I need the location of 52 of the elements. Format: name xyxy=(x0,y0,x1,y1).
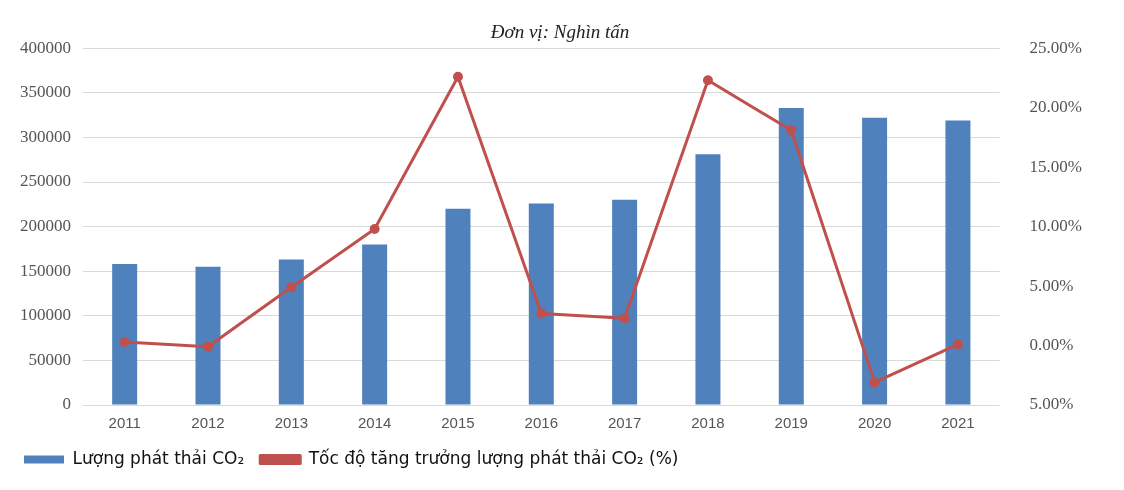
y-tick-label: 400000 xyxy=(20,37,71,57)
x-tick-label: 2013 xyxy=(274,414,308,432)
bar xyxy=(612,199,638,405)
bar xyxy=(945,120,971,405)
bar xyxy=(362,244,388,405)
y2-tick-label: 5.00% xyxy=(1029,275,1074,295)
x-tick-label: 2020 xyxy=(857,414,892,432)
x-tick-label: 2018 xyxy=(691,414,725,432)
bar xyxy=(278,259,304,405)
bar xyxy=(862,117,888,405)
point xyxy=(286,282,297,293)
point xyxy=(786,125,797,136)
x-tick-label: 2019 xyxy=(774,414,808,432)
legend-label: Tốc độ tăng trưởng lượng phát thải CO₂ (%) xyxy=(307,447,679,468)
y2-tick-label: 0.00% xyxy=(1029,335,1074,354)
bar xyxy=(695,154,721,405)
y2-tick-label: 25.00% xyxy=(1029,37,1083,57)
point xyxy=(202,341,213,352)
point xyxy=(369,223,380,234)
point xyxy=(869,377,880,388)
legend-label: Lượng phát thải CO₂ xyxy=(72,447,245,468)
x-tick-label: 2015 xyxy=(441,414,475,432)
y-tick-label: 150000 xyxy=(20,260,71,280)
y-tick-label: 350000 xyxy=(20,82,71,102)
bar xyxy=(445,208,471,405)
x-tick-label: 2016 xyxy=(524,414,558,432)
point xyxy=(452,71,463,82)
y-tick-label: 200000 xyxy=(20,216,71,236)
y2-tick-label: 10.00% xyxy=(1029,216,1083,236)
y-tick-label: 300000 xyxy=(20,126,71,146)
x-tick-label: 2017 xyxy=(607,414,642,432)
y-tick-label: 50000 xyxy=(28,349,71,369)
chart-title: Đơn vị: Nghìn tấn xyxy=(489,20,630,42)
x-tick-label: 2012 xyxy=(191,414,225,432)
bar xyxy=(528,203,554,405)
point xyxy=(952,339,963,350)
y-tick-label: 250000 xyxy=(20,171,71,191)
y-tick-label: 0 xyxy=(62,394,71,414)
y2-tick-label: 20.00% xyxy=(1029,97,1083,117)
point xyxy=(119,336,130,347)
y2-tick-label: 15.00% xyxy=(1029,156,1083,176)
bar xyxy=(112,264,138,405)
x-tick-label: 2014 xyxy=(357,414,392,432)
bar xyxy=(195,266,221,405)
x-tick-label: 2021 xyxy=(941,414,975,432)
x-tick-label: 2011 xyxy=(108,414,141,432)
point xyxy=(702,75,713,86)
bar xyxy=(778,107,804,405)
point xyxy=(619,313,630,324)
point xyxy=(536,308,547,319)
y-tick-label: 100000 xyxy=(20,305,71,325)
y2-tick-label: 5.00% xyxy=(1029,394,1074,414)
